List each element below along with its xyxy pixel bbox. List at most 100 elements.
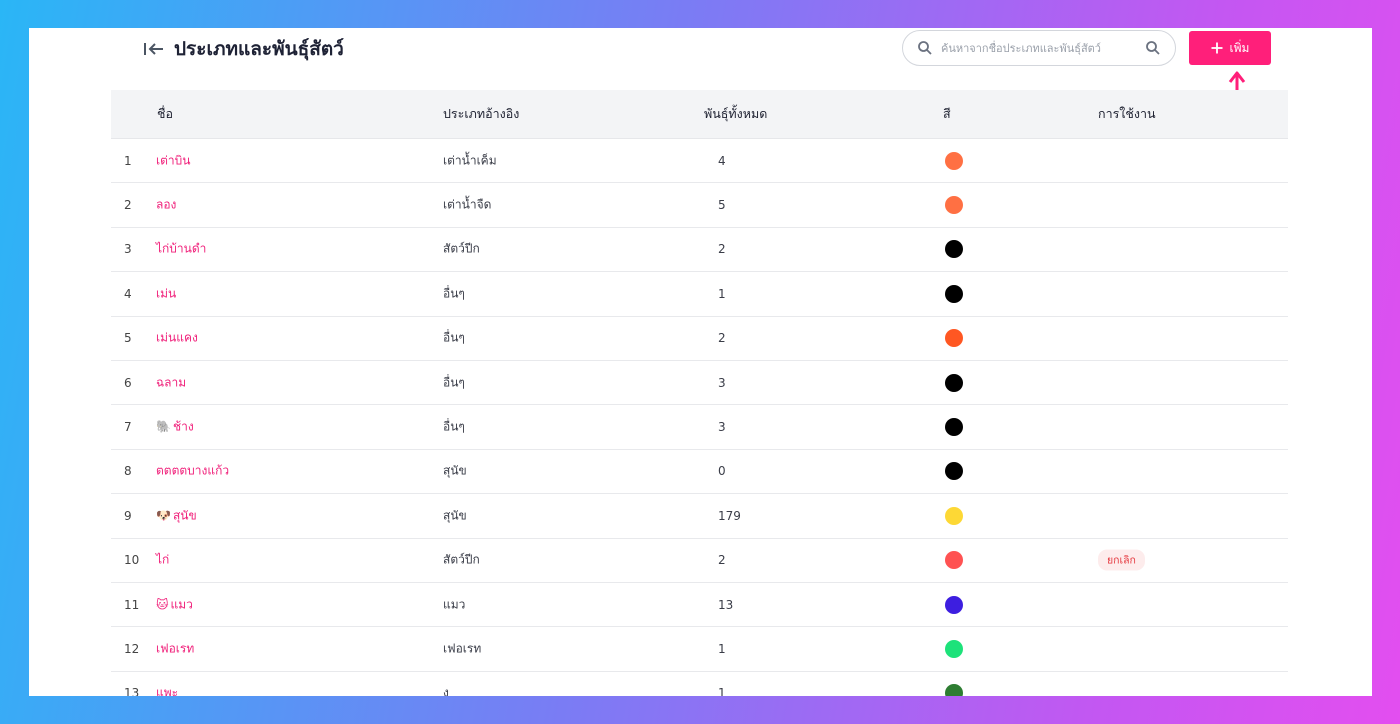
row-name-link[interactable]: 🐱 แมว xyxy=(156,595,193,614)
row-breed-count: 1 xyxy=(718,686,726,696)
row-number: 13 xyxy=(124,686,140,696)
table-row[interactable]: 13 แพะ ง 1 xyxy=(111,672,1288,696)
animal-emoji-icon: 🐱 xyxy=(156,597,169,612)
row-number: 6 xyxy=(124,375,132,390)
table-row[interactable]: 6 ฉลาม อื่นๆ 3 xyxy=(111,361,1288,406)
row-name-label: ไก่บ้านดำ xyxy=(156,241,207,256)
table-row[interactable]: 7 🐘 ช้าง อื่นๆ 3 xyxy=(111,405,1288,450)
row-name-label: เม่น xyxy=(156,286,177,301)
row-name-label: ไก่ xyxy=(156,552,170,567)
row-color-swatch xyxy=(945,284,963,303)
row-name-link[interactable]: ฉลาม xyxy=(156,373,186,392)
row-name-label: ช้าง xyxy=(172,419,194,434)
add-button-label: เพิ่ม xyxy=(1229,40,1250,55)
content-panel: ประเภทและพันธุ์สัตว์ เพิ่ม ชื่อ xyxy=(29,28,1372,696)
row-number: 5 xyxy=(124,331,132,346)
table-row[interactable]: 1 เต่าบิน เต่าน้ำเค็ม 4 xyxy=(111,139,1288,184)
row-color-swatch xyxy=(945,418,963,437)
row-reference-type: ง xyxy=(443,685,449,696)
row-breed-count: 2 xyxy=(718,242,726,257)
column-header-color: สี xyxy=(943,106,951,121)
row-name-link[interactable]: แพะ xyxy=(156,684,178,696)
row-color-swatch xyxy=(945,329,963,348)
row-breed-count: 2 xyxy=(718,331,726,346)
row-color-swatch xyxy=(945,639,963,658)
column-header-reference-type: ประเภทอ้างอิง xyxy=(443,106,520,121)
table-row[interactable]: 3 ไก่บ้านดำ สัตว์ปีก 2 xyxy=(111,228,1288,273)
row-status: ยกเลิก xyxy=(1098,549,1145,571)
row-color-swatch xyxy=(945,684,963,696)
row-name-link[interactable]: เม่น xyxy=(156,284,176,303)
table-body: 1 เต่าบิน เต่าน้ำเค็ม 4 2 ลอง เต่าน้ำจืด 5 3 ไก่บ… xyxy=(111,139,1288,696)
row-reference-type: เต่าน้ำเค็ม xyxy=(443,153,497,168)
search-input[interactable] xyxy=(941,38,1131,58)
row-reference-type: สุนัข xyxy=(443,463,467,478)
row-number: 1 xyxy=(124,153,132,168)
table-row[interactable]: 12 เฟอเรท เฟอเรท 1 xyxy=(111,627,1288,672)
back-button[interactable] xyxy=(141,36,167,62)
row-color-swatch xyxy=(945,196,963,215)
row-reference-type: อื่นๆ xyxy=(443,330,465,345)
row-name-label: เฟอเรท xyxy=(156,641,195,656)
row-number: 2 xyxy=(124,198,132,213)
row-name-label: สุนัข xyxy=(172,508,197,523)
row-name-label: ฉลาม xyxy=(156,375,187,390)
add-button[interactable]: เพิ่ม xyxy=(1189,31,1271,65)
column-header-breed-count: พันธุ์ทั้งหมด xyxy=(704,106,768,121)
row-name-link[interactable]: ไก่ xyxy=(156,551,169,570)
table-row[interactable]: 9 🐶 สุนัข สุนัข 179 xyxy=(111,494,1288,539)
row-number: 10 xyxy=(124,553,140,568)
table-row[interactable]: 5 เม่นแคง อื่นๆ 2 xyxy=(111,317,1288,361)
row-number: 11 xyxy=(124,597,140,612)
row-breed-count: 0 xyxy=(718,464,726,479)
row-reference-type: แมว xyxy=(443,597,466,612)
search-submit-icon[interactable] xyxy=(1145,40,1161,56)
row-name-label: ลอง xyxy=(156,197,177,212)
search-icon xyxy=(918,41,932,55)
row-reference-type: อื่นๆ xyxy=(443,375,465,390)
row-color-swatch xyxy=(945,151,963,170)
row-breed-count: 5 xyxy=(718,198,726,213)
page-title: ประเภทและพันธุ์สัตว์ xyxy=(174,38,344,60)
row-name-label: เม่นแคง xyxy=(156,330,198,345)
row-number: 9 xyxy=(124,508,132,523)
row-breed-count: 3 xyxy=(718,420,726,435)
table-row[interactable]: 4 เม่น อื่นๆ 1 xyxy=(111,272,1288,317)
row-name-link[interactable]: เฟอเรท xyxy=(156,639,194,658)
row-breed-count: 2 xyxy=(718,553,726,568)
row-name-link[interactable]: 🐶 สุนัข xyxy=(156,506,197,525)
row-reference-type: อื่นๆ xyxy=(443,419,465,434)
row-color-swatch xyxy=(945,462,963,481)
table-row[interactable]: 8 ตตตตบางแก้ว สุนัข 0 xyxy=(111,450,1288,495)
column-header-name: ชื่อ xyxy=(157,106,173,121)
row-reference-type: เต่าน้ำจืด xyxy=(443,197,492,212)
table-row[interactable]: 10 ไก่ สัตว์ปีก 2 ยกเลิก xyxy=(111,539,1288,583)
row-name-link[interactable]: 🐘 ช้าง xyxy=(156,418,194,437)
row-name-label: ตตตตบางแก้ว xyxy=(156,463,230,478)
table-row[interactable]: 11 🐱 แมว แมว 13 xyxy=(111,583,1288,628)
table-row[interactable]: 2 ลอง เต่าน้ำจืด 5 xyxy=(111,183,1288,228)
row-name-label: แพะ xyxy=(156,685,179,696)
row-breed-count: 3 xyxy=(718,375,726,390)
search-field[interactable] xyxy=(902,30,1176,66)
row-name-link[interactable]: เต่าบิน xyxy=(156,151,190,170)
row-color-swatch xyxy=(945,240,963,259)
row-name-link[interactable]: ตตตตบางแก้ว xyxy=(156,462,229,481)
row-number: 12 xyxy=(124,641,140,656)
row-name-link[interactable]: ไก่บ้านดำ xyxy=(156,240,206,259)
row-breed-count: 1 xyxy=(718,641,726,656)
row-breed-count: 13 xyxy=(718,597,734,612)
collapse-left-icon xyxy=(144,43,163,55)
row-color-swatch xyxy=(945,551,963,570)
row-breed-count: 1 xyxy=(718,286,726,301)
row-name-label: เต่าบิน xyxy=(156,153,191,168)
row-reference-type: อื่นๆ xyxy=(443,286,465,301)
animal-emoji-icon: 🐘 xyxy=(156,419,171,434)
animal-emoji-icon: 🐶 xyxy=(156,508,171,523)
row-color-swatch xyxy=(945,506,963,525)
row-number: 7 xyxy=(124,420,132,435)
row-name-link[interactable]: ลอง xyxy=(156,196,176,215)
row-name-link[interactable]: เม่นแคง xyxy=(156,329,198,348)
table-header: ชื่อ ประเภทอ้างอิง พันธุ์ทั้งหมด สี การใ… xyxy=(111,90,1288,139)
breeds-table: ชื่อ ประเภทอ้างอิง พันธุ์ทั้งหมด สี การใ… xyxy=(111,90,1288,696)
